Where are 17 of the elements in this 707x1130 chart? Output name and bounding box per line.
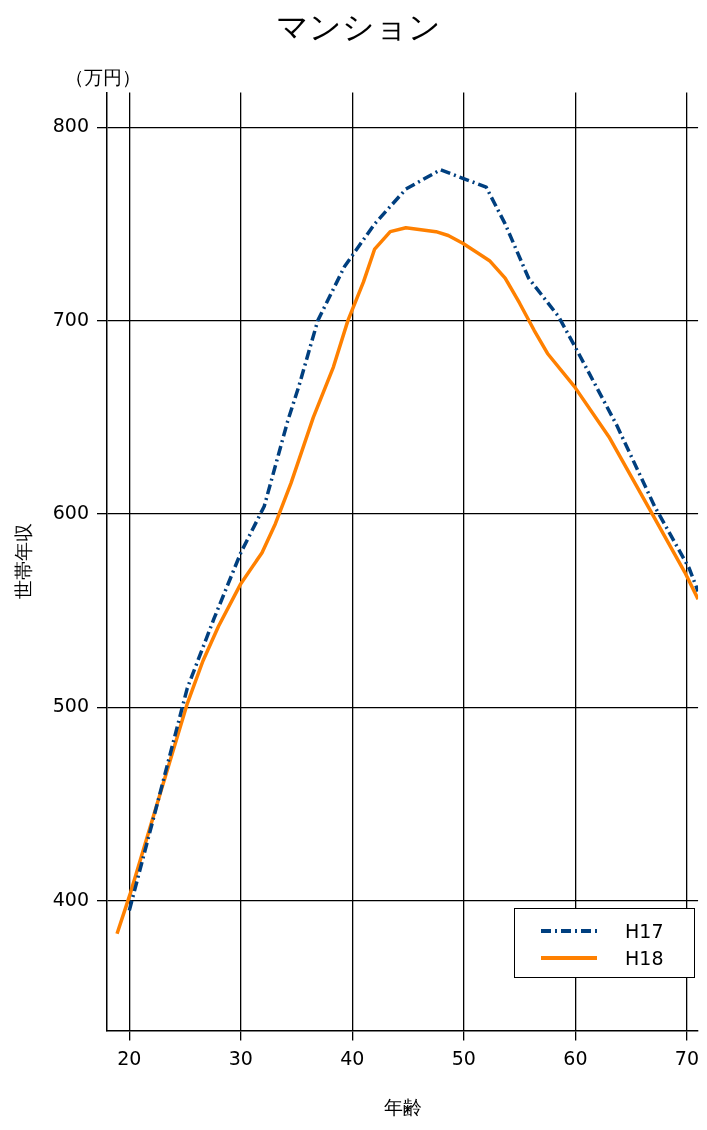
x-tick-label: 30 xyxy=(228,1046,253,1069)
x-tick-label: 40 xyxy=(340,1046,365,1069)
x-tick-label: 50 xyxy=(451,1046,476,1069)
x-axis-title: 年齢 xyxy=(383,1095,422,1118)
text: （万円） xyxy=(65,65,141,88)
y-tick-label: 400 xyxy=(52,887,89,910)
x-tick-label: 60 xyxy=(563,1046,588,1069)
x-tick-label: 20 xyxy=(117,1046,142,1069)
y-tick-label: 700 xyxy=(52,307,89,330)
legend-label: H17 xyxy=(625,919,664,942)
chart-title: マンション xyxy=(276,7,441,46)
y-tick-label: 800 xyxy=(52,114,89,137)
y-tick-label: 500 xyxy=(52,694,89,717)
legend-label: H18 xyxy=(625,946,664,969)
x-tick-label: 70 xyxy=(674,1046,700,1069)
y-axis-title: 世帯年収 xyxy=(12,523,35,600)
y-tick-label: 600 xyxy=(52,500,89,523)
